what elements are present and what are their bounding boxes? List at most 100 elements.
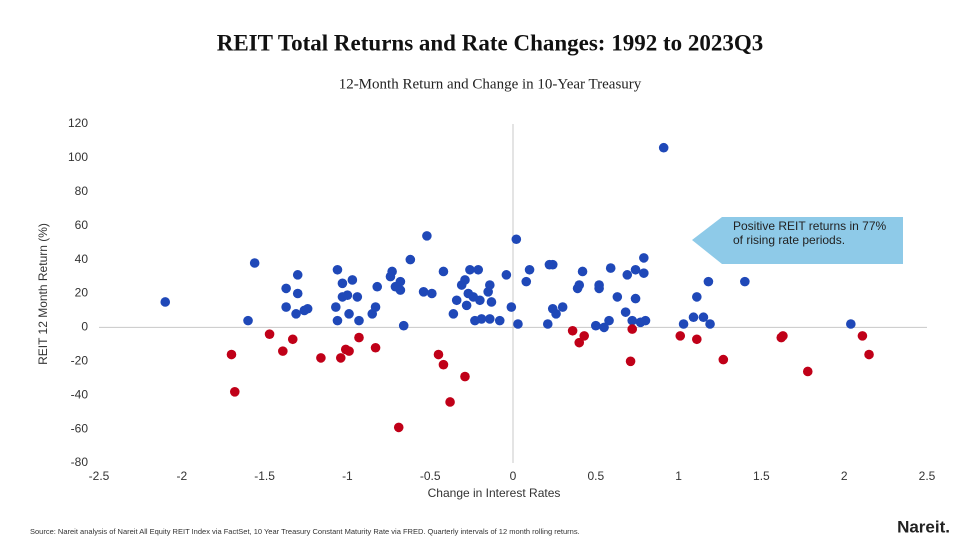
point bbox=[524, 264, 535, 275]
y-tick-label: -60 bbox=[71, 421, 89, 435]
point bbox=[249, 258, 260, 268]
point bbox=[627, 324, 638, 334]
point bbox=[485, 280, 495, 290]
point bbox=[460, 275, 470, 285]
x-axis-label: Change in Interest Rates bbox=[428, 486, 561, 500]
source: Source: Nareit analysis of Nareit All Eq… bbox=[30, 527, 580, 536]
point bbox=[302, 303, 313, 314]
chart-title: REIT Total Returns and Rate Changes: 199… bbox=[217, 30, 764, 55]
point bbox=[395, 285, 406, 295]
point bbox=[692, 292, 702, 302]
point bbox=[547, 259, 558, 270]
point bbox=[703, 276, 714, 287]
point bbox=[857, 331, 868, 341]
point bbox=[675, 331, 686, 341]
point bbox=[688, 312, 699, 323]
x-tick-label: -2.5 bbox=[89, 469, 110, 483]
point bbox=[427, 288, 437, 299]
x-tick-label: -2 bbox=[176, 469, 187, 483]
y-tick-label: 0 bbox=[81, 320, 88, 334]
point bbox=[551, 309, 561, 319]
point bbox=[287, 334, 298, 345]
point bbox=[625, 356, 636, 367]
x-tick-label: 1.5 bbox=[753, 469, 770, 483]
point bbox=[605, 263, 616, 273]
point bbox=[627, 315, 638, 326]
point bbox=[567, 325, 578, 336]
point bbox=[335, 353, 346, 363]
point bbox=[337, 278, 348, 289]
point bbox=[542, 319, 553, 329]
point bbox=[486, 297, 497, 307]
logo: Nareit. bbox=[897, 517, 950, 536]
point bbox=[494, 315, 505, 326]
point bbox=[639, 268, 649, 278]
point bbox=[451, 295, 462, 306]
y-tick-label: -80 bbox=[71, 455, 89, 469]
y-tick-label: 40 bbox=[75, 252, 89, 266]
point bbox=[395, 276, 406, 287]
point bbox=[292, 288, 303, 299]
point bbox=[160, 297, 171, 307]
point bbox=[594, 283, 604, 294]
x-tick-label: -0.5 bbox=[420, 469, 441, 483]
point bbox=[438, 359, 449, 370]
point bbox=[393, 422, 404, 433]
point bbox=[740, 276, 750, 287]
point bbox=[460, 371, 470, 382]
point bbox=[692, 334, 702, 345]
point bbox=[521, 276, 532, 287]
x-tick-label: -1.5 bbox=[254, 469, 275, 483]
point bbox=[620, 307, 631, 317]
point bbox=[405, 254, 416, 265]
y-tick-label: 100 bbox=[68, 150, 88, 164]
point bbox=[612, 292, 623, 302]
point bbox=[347, 275, 358, 285]
point bbox=[331, 302, 341, 312]
point bbox=[705, 319, 715, 329]
point bbox=[433, 349, 444, 360]
point bbox=[438, 266, 449, 277]
point bbox=[291, 309, 301, 319]
point bbox=[678, 319, 689, 329]
y-tick-label: -20 bbox=[71, 353, 89, 367]
annotation: Positive REIT returns in 77% of rising r… bbox=[733, 219, 887, 247]
point bbox=[718, 354, 729, 365]
y-tick-label: 20 bbox=[75, 286, 89, 300]
point bbox=[513, 319, 523, 329]
point bbox=[372, 281, 383, 292]
point bbox=[226, 349, 237, 360]
point bbox=[475, 295, 485, 306]
x-tick-label: 2.5 bbox=[919, 469, 936, 483]
point bbox=[640, 315, 651, 326]
y-tick-label: -40 bbox=[71, 387, 89, 401]
point bbox=[846, 319, 856, 329]
point bbox=[802, 366, 813, 377]
point bbox=[577, 266, 588, 277]
point bbox=[630, 293, 641, 304]
point bbox=[604, 315, 614, 326]
point bbox=[316, 353, 326, 363]
point bbox=[332, 264, 343, 275]
point bbox=[387, 266, 397, 277]
y-tick-label: 60 bbox=[75, 218, 89, 232]
point bbox=[229, 387, 240, 397]
y-tick-label: 120 bbox=[68, 116, 88, 130]
point bbox=[639, 253, 649, 263]
point bbox=[445, 397, 455, 407]
point bbox=[461, 300, 472, 311]
point bbox=[422, 231, 432, 241]
point bbox=[352, 292, 363, 302]
x-tick-label: 1 bbox=[675, 469, 682, 483]
point bbox=[658, 142, 669, 153]
point bbox=[281, 283, 291, 294]
point bbox=[292, 270, 303, 280]
y-axis-label: REIT 12 Month Return (%) bbox=[36, 223, 50, 365]
point bbox=[506, 302, 517, 312]
point bbox=[557, 302, 568, 312]
point bbox=[579, 331, 590, 341]
y-tick-label: 80 bbox=[75, 184, 89, 198]
point bbox=[698, 312, 709, 323]
